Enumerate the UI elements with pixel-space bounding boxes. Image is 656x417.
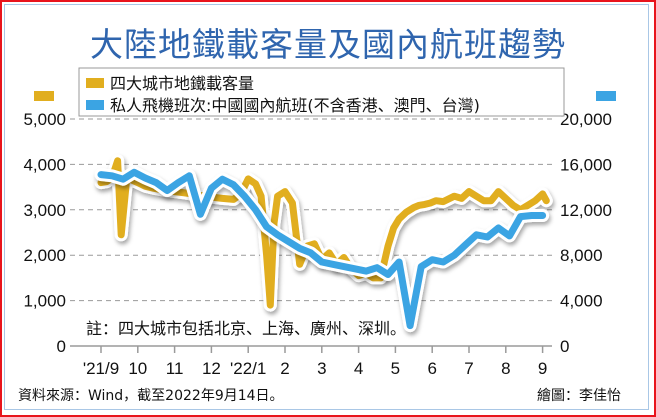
legend-swatch <box>86 78 104 88</box>
credit-note: 繪圖：李佳怡 <box>537 388 621 404</box>
x-axis-tick: 9 <box>538 359 547 378</box>
left-axis-tick: 3,000 <box>23 201 66 220</box>
left-axis-tick: 1,000 <box>23 292 66 311</box>
left-axis-tick: 5,000 <box>23 110 66 129</box>
legend-label: 私人飛機班次:中國國內航班(不含香港、澳門、台灣) <box>110 96 480 115</box>
left-axis-tick: 4,000 <box>23 155 66 174</box>
legend-label: 四大城市地鐵載客量 <box>110 74 254 93</box>
x-axis-tick: 2 <box>280 359 289 378</box>
left-axis-marker <box>34 91 54 101</box>
x-axis-tick: '22/1 <box>230 359 266 378</box>
x-axis-tick: 3 <box>317 359 326 378</box>
left-axis-tick: 2,000 <box>23 246 66 265</box>
chart-note: 註：四大城市包括北京、上海、廣州、深圳。 <box>86 319 406 338</box>
right-axis-tick: 4,000 <box>560 292 603 311</box>
x-axis-tick: 8 <box>501 359 510 378</box>
right-axis-tick: 12,000 <box>560 201 612 220</box>
x-axis-tick: 4 <box>354 359 363 378</box>
x-axis-tick: 11 <box>166 359 184 378</box>
gridlines <box>70 118 552 302</box>
x-axis-tick: 10 <box>128 359 147 378</box>
source-note: 資料來源：Wind，截至2022年9月14日。 <box>18 388 284 404</box>
right-axis-tick: 8,000 <box>560 246 603 265</box>
x-axis-tick: 6 <box>427 359 436 378</box>
legend-swatch <box>86 100 104 110</box>
axes: 0 0 1,000 4,000 2,000 8,000 3,000 12,000 4,000 16… <box>23 110 612 378</box>
x-axis-tick: 7 <box>464 359 473 378</box>
chart-title: 大陸地鐵載客量及國內航班趨勢 <box>90 25 566 64</box>
right-axis-tick: 0 <box>560 337 569 356</box>
x-axis-tick: 5 <box>391 359 400 378</box>
right-axis-marker <box>596 91 616 101</box>
flights-series <box>94 165 550 333</box>
x-axis-tick: 12 <box>202 359 221 378</box>
series-lines <box>94 154 553 333</box>
right-axis-tick: 16,000 <box>560 155 612 174</box>
right-axis-tick: 20,000 <box>560 110 612 129</box>
x-axis-tick: '21/9 <box>83 359 119 378</box>
left-axis-tick: 0 <box>57 337 66 356</box>
chart-panel <box>4 4 649 410</box>
